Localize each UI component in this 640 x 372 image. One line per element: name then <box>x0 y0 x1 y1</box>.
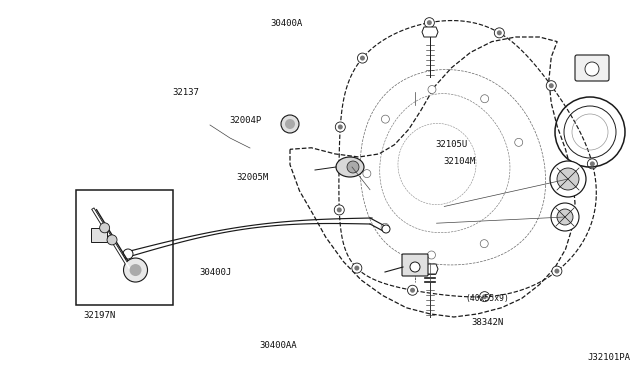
Text: 32105U: 32105U <box>435 140 467 149</box>
Circle shape <box>557 168 579 190</box>
Circle shape <box>334 205 344 215</box>
Polygon shape <box>422 264 438 274</box>
Text: 30400A: 30400A <box>271 19 303 28</box>
Circle shape <box>479 292 490 302</box>
Circle shape <box>548 83 554 88</box>
Circle shape <box>482 294 487 299</box>
Text: 32005M: 32005M <box>237 173 269 182</box>
FancyBboxPatch shape <box>402 254 428 276</box>
Circle shape <box>100 223 109 233</box>
Text: 38342N: 38342N <box>472 318 504 327</box>
Circle shape <box>547 81 556 91</box>
Circle shape <box>588 159 597 169</box>
Circle shape <box>494 28 504 38</box>
Circle shape <box>123 249 133 259</box>
Circle shape <box>550 161 586 197</box>
Circle shape <box>554 269 559 273</box>
Circle shape <box>129 264 141 276</box>
Circle shape <box>557 209 573 225</box>
Circle shape <box>585 62 599 76</box>
Bar <box>76 190 173 305</box>
Text: 32137: 32137 <box>173 88 200 97</box>
Circle shape <box>410 262 420 272</box>
Circle shape <box>381 115 389 123</box>
Circle shape <box>424 17 435 28</box>
Circle shape <box>590 161 595 166</box>
Circle shape <box>338 125 343 129</box>
Text: J32101PA: J32101PA <box>588 353 630 362</box>
Circle shape <box>337 208 342 212</box>
Circle shape <box>551 203 579 231</box>
Circle shape <box>360 55 365 61</box>
Circle shape <box>363 170 371 177</box>
Circle shape <box>427 20 432 25</box>
Ellipse shape <box>336 157 364 177</box>
Circle shape <box>358 53 367 63</box>
Circle shape <box>481 95 489 103</box>
Circle shape <box>428 251 435 259</box>
Text: 32104M: 32104M <box>443 157 475 166</box>
Text: 30400AA: 30400AA <box>260 341 297 350</box>
Circle shape <box>347 161 359 173</box>
Circle shape <box>381 223 389 231</box>
Circle shape <box>335 122 346 132</box>
Circle shape <box>281 115 299 133</box>
Polygon shape <box>422 27 438 37</box>
Circle shape <box>410 288 415 293</box>
FancyBboxPatch shape <box>575 55 609 81</box>
Text: (40x55x9): (40x55x9) <box>466 294 509 303</box>
Circle shape <box>124 258 147 282</box>
FancyBboxPatch shape <box>90 228 106 242</box>
Circle shape <box>428 86 436 93</box>
Circle shape <box>480 240 488 248</box>
Circle shape <box>382 225 390 233</box>
Circle shape <box>107 235 117 245</box>
Circle shape <box>352 263 362 273</box>
Text: 32197N: 32197N <box>83 311 115 320</box>
Circle shape <box>552 266 562 276</box>
Circle shape <box>408 285 417 295</box>
Circle shape <box>515 138 523 146</box>
Text: 32004P: 32004P <box>229 116 261 125</box>
Circle shape <box>355 266 359 270</box>
Circle shape <box>497 31 502 35</box>
Text: 30400J: 30400J <box>200 268 232 277</box>
Circle shape <box>285 119 295 129</box>
